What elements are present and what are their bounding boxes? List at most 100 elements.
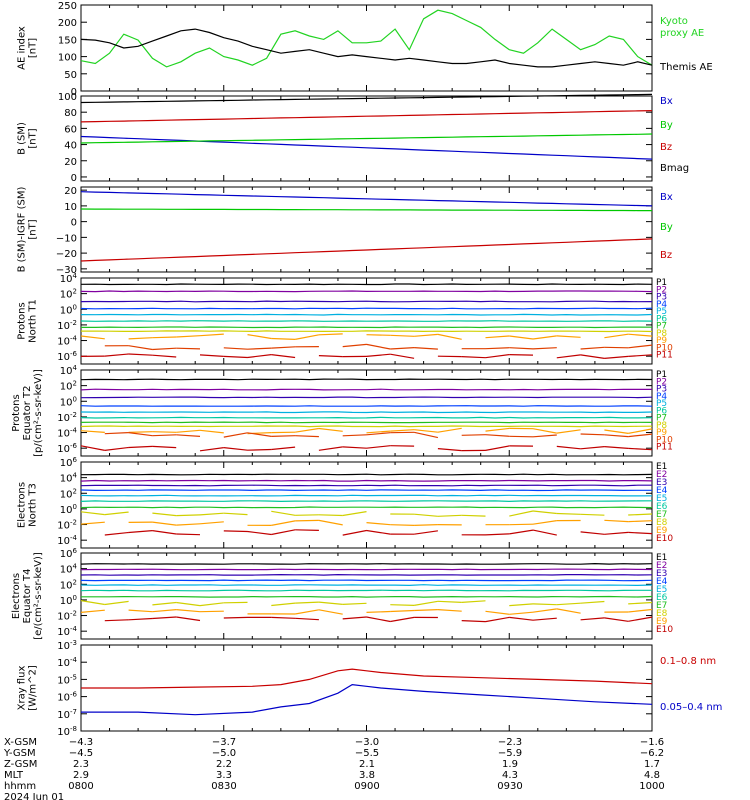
legend-label: E8 xyxy=(656,518,668,528)
series-line xyxy=(485,610,510,615)
series-line xyxy=(152,434,177,437)
series-line xyxy=(271,337,296,340)
series-line xyxy=(176,429,201,433)
series-line xyxy=(366,334,391,336)
series-line xyxy=(80,609,105,613)
legend-label: E9 xyxy=(656,617,668,627)
series-line xyxy=(80,290,653,293)
series-line xyxy=(366,432,391,436)
series-line xyxy=(176,523,201,526)
series-line xyxy=(80,430,105,433)
y-axis-label: Equator T2 xyxy=(22,386,33,441)
series-line xyxy=(80,473,653,476)
series-line xyxy=(556,512,581,515)
series-line xyxy=(152,431,177,433)
series-line xyxy=(414,333,438,337)
series-line xyxy=(80,208,652,212)
series-line xyxy=(532,434,557,438)
series-line xyxy=(604,346,629,349)
series-line xyxy=(556,354,581,359)
y-tick-label: 10-2 xyxy=(57,519,77,532)
legend-label: P11 xyxy=(656,351,673,361)
series-line xyxy=(152,445,177,449)
series-line xyxy=(437,600,462,603)
series-line xyxy=(318,601,343,605)
series-line xyxy=(390,334,415,337)
series-line xyxy=(80,579,653,582)
series-line xyxy=(81,326,653,329)
legend-label: P10 xyxy=(656,435,673,445)
series-line xyxy=(628,344,653,349)
series-line xyxy=(247,432,272,437)
legend-label: P1 xyxy=(656,370,667,380)
series-line xyxy=(199,521,224,525)
series-line xyxy=(247,334,272,340)
x-axis-value: 4.3 xyxy=(502,770,518,781)
series-line xyxy=(604,355,629,359)
series-line xyxy=(128,617,153,621)
series-line xyxy=(80,110,653,123)
y-tick-label: 104 xyxy=(60,472,78,485)
series-line xyxy=(271,346,296,349)
series-line xyxy=(414,524,438,526)
series-line xyxy=(485,354,510,359)
series-line xyxy=(485,445,510,451)
y-tick-label: 10-4 xyxy=(57,625,77,638)
series-line xyxy=(271,602,296,607)
y-axis-label: [nT] xyxy=(28,219,39,239)
series-line xyxy=(580,513,605,516)
legend-label: P3 xyxy=(656,293,667,303)
series-line xyxy=(104,600,129,606)
legend-label: P8 xyxy=(656,421,667,431)
series-line xyxy=(509,335,534,340)
series-line xyxy=(247,530,272,536)
x-axis-value: −5.9 xyxy=(498,748,522,759)
series-line xyxy=(437,514,462,517)
series-line xyxy=(199,602,224,607)
series-line xyxy=(176,514,201,517)
series-line xyxy=(80,479,653,482)
series-line xyxy=(604,446,629,449)
y-tick-label: 60 xyxy=(64,124,77,135)
y-tick-label: 10-8 xyxy=(57,725,77,738)
series-line xyxy=(295,514,319,516)
series-line xyxy=(628,520,653,523)
series-line xyxy=(104,432,129,435)
series-line xyxy=(628,513,653,516)
series-line xyxy=(80,335,105,340)
series-line xyxy=(390,604,415,606)
y-tick-label: 100 xyxy=(60,395,77,408)
series-line xyxy=(223,512,248,516)
series-line xyxy=(80,445,105,451)
x-axis-value: 2.9 xyxy=(73,770,89,781)
y-tick-label: −20 xyxy=(56,249,77,260)
series-line xyxy=(532,347,557,350)
series-line xyxy=(81,330,653,333)
y-tick-label: 10-2 xyxy=(57,319,77,332)
y-tick-label: 100 xyxy=(58,53,77,64)
series-line xyxy=(80,562,653,565)
y-tick-label: 102 xyxy=(60,487,77,500)
series-line xyxy=(81,595,653,598)
series-line xyxy=(80,573,653,576)
legend-label: E9 xyxy=(656,526,668,536)
x-axis-value: 1.7 xyxy=(644,759,660,770)
x-axis-value: 0900 xyxy=(354,781,379,792)
y-tick-label: 100 xyxy=(58,92,77,103)
series-line xyxy=(437,609,462,612)
x-axis-value: −4.3 xyxy=(69,737,93,748)
series-line xyxy=(247,448,272,451)
series-line xyxy=(271,354,296,359)
y-tick-label: 10-4 xyxy=(57,656,77,669)
x-axis-value: −3.0 xyxy=(355,737,379,748)
series-line xyxy=(176,533,201,536)
series-line xyxy=(390,353,415,359)
legend-label: proxy AE xyxy=(660,28,704,39)
y-tick-label: 10-4 xyxy=(57,335,77,348)
series-line xyxy=(199,333,224,337)
series-line xyxy=(80,396,653,399)
legend-label: By xyxy=(660,120,673,131)
series-line xyxy=(80,494,653,497)
y-tick-label: 10-4 xyxy=(57,534,77,547)
legend-label: P2 xyxy=(656,377,667,387)
